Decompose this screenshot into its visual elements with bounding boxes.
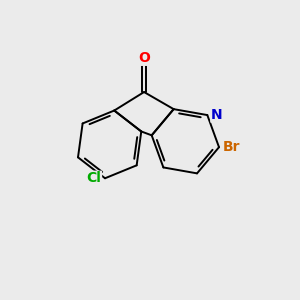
Text: N: N (211, 108, 223, 122)
Text: O: O (138, 51, 150, 65)
Text: Cl: Cl (87, 171, 101, 185)
Text: Br: Br (223, 140, 240, 154)
